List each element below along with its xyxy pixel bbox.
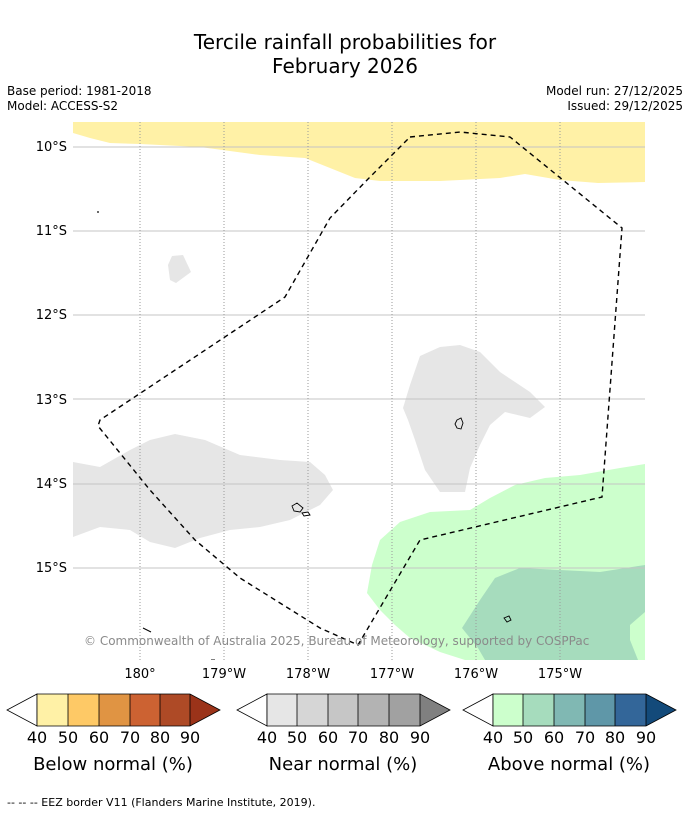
below-tick-70: 70	[120, 728, 140, 747]
lon-label-175w: 175°W	[538, 667, 582, 682]
near-tick-40: 40	[257, 728, 277, 747]
above-swatch-70	[585, 694, 615, 726]
lat-label-14s: 14°S	[36, 477, 67, 492]
lon-label-177w: 177°W	[370, 667, 414, 682]
below-swatch-40	[37, 694, 68, 726]
near-normal-region-central	[403, 345, 545, 492]
lon-label-179w: 179°W	[202, 667, 246, 682]
title-line-1: Tercile rainfall probabilities for	[193, 30, 497, 54]
near-extend-high	[420, 694, 450, 726]
below-swatch-50	[68, 694, 99, 726]
below-tick-80: 80	[150, 728, 170, 747]
near-outline	[266, 693, 451, 727]
near-swatch-40	[267, 694, 297, 726]
lat-label-11s: 11°S	[36, 224, 67, 239]
lon-label-178w: 178°W	[286, 667, 330, 682]
islet-dot	[97, 211, 99, 213]
above-swatch-60	[554, 694, 585, 726]
below-tick-90: 90	[180, 728, 200, 747]
near-tick-60: 60	[318, 728, 338, 747]
below-swatch-80	[160, 694, 190, 726]
colorbar-above-normal: 40 50 60 70 80 90 Above normal (%)	[462, 693, 677, 775]
near-swatch-70	[358, 694, 389, 726]
above-tick-40: 40	[483, 728, 503, 747]
above-swatch-40	[493, 694, 523, 726]
below-swatch-70	[130, 694, 160, 726]
above-tick-90: 90	[636, 728, 656, 747]
copyright-text: © Commonwealth of Australia 2025, Bureau…	[84, 634, 589, 648]
meta-left: Base period: 1981-2018 Model: ACCESS-S2	[7, 84, 152, 114]
island-niuafoou	[503, 615, 512, 623]
near-swatch-80	[389, 694, 420, 726]
model-run: Model run: 27/12/2025	[545, 84, 683, 98]
near-tick-80: 80	[379, 728, 399, 747]
near-swatch-50	[297, 694, 328, 726]
lat-labels: 10°S 11°S 12°S 13°S 14°S 15°S	[36, 140, 67, 576]
eez-border	[97, 131, 623, 646]
near-swatch-60	[328, 694, 358, 726]
island-futuna	[291, 502, 311, 517]
below-tick-40: 40	[27, 728, 47, 747]
below-tick-50: 50	[58, 728, 78, 747]
island-uvea	[454, 417, 464, 430]
colorbar-near-normal: 40 50 60 70 80 90 Near normal (%)	[236, 693, 451, 775]
near-normal-region-islet	[168, 255, 191, 283]
below-outline	[36, 693, 221, 727]
above-swatch-80	[615, 694, 646, 726]
near-normal-region-west	[73, 434, 333, 548]
above-extend-low	[462, 693, 494, 727]
above-tick-70: 70	[575, 728, 595, 747]
near-tick-50: 50	[287, 728, 307, 747]
below-tick-60: 60	[89, 728, 109, 747]
above-tick-80: 80	[605, 728, 625, 747]
below-normal-region	[73, 122, 645, 183]
lat-label-12s: 12°S	[36, 308, 67, 323]
meta-right: Model run: 27/12/2025 Issued: 29/12/2025	[546, 84, 683, 114]
near-title: Near normal (%)	[269, 754, 418, 775]
lon-labels: 180° 179°W 178°W 177°W 176°W 175°W	[124, 667, 582, 682]
above-swatch-50	[523, 694, 554, 726]
above-outline	[492, 693, 677, 727]
below-swatch-60	[99, 694, 130, 726]
eez-footnote: -- -- -- EEZ border V11 (Flanders Marine…	[7, 796, 316, 809]
lat-label-10s: 10°S	[36, 140, 67, 155]
model-name: Model: ACCESS-S2	[7, 99, 119, 113]
lon-label-180: 180°	[124, 667, 155, 682]
below-extend-low	[6, 693, 38, 727]
lon-label-176w: 176°W	[454, 667, 498, 682]
below-title: Below normal (%)	[33, 754, 193, 775]
lat-label-13s: 13°S	[36, 393, 67, 408]
above-extend-high	[646, 694, 676, 726]
near-extend-low	[236, 693, 268, 727]
map-area: © Commonwealth of Australia 2025, Bureau…	[73, 122, 645, 660]
colorbar-below-normal: 40 50 60 70 80 90 Below normal (%)	[6, 693, 221, 775]
map-title: Tercile rainfall probabilities for Febru…	[0, 30, 690, 78]
above-normal-region-50	[462, 565, 645, 660]
above-tick-60: 60	[544, 728, 564, 747]
lat-gridlines	[73, 146, 645, 569]
base-period: Base period: 1981-2018	[7, 84, 152, 98]
above-tick-50: 50	[513, 728, 533, 747]
above-title: Above normal (%)	[488, 754, 650, 775]
islet-dash	[142, 627, 152, 633]
lat-label-15s: 15°S	[36, 561, 67, 576]
near-tick-70: 70	[348, 728, 368, 747]
issued-date: Issued: 29/12/2025	[567, 99, 683, 113]
below-extend-high	[190, 694, 220, 726]
near-tick-90: 90	[410, 728, 430, 747]
title-line-2: February 2026	[272, 54, 418, 78]
